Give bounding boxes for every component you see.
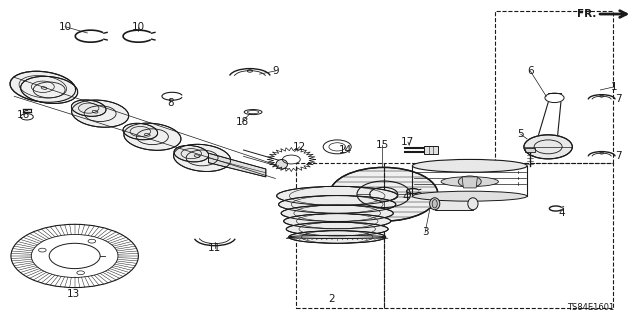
Text: TS84E1601: TS84E1601 bbox=[567, 303, 614, 312]
Text: FR.: FR. bbox=[577, 9, 596, 19]
Text: 6: 6 bbox=[527, 66, 534, 76]
Ellipse shape bbox=[276, 160, 287, 169]
Text: 1: 1 bbox=[611, 82, 618, 92]
Ellipse shape bbox=[124, 123, 181, 150]
Text: 18: 18 bbox=[236, 116, 249, 127]
Text: 4: 4 bbox=[559, 208, 566, 218]
Ellipse shape bbox=[412, 160, 527, 172]
Ellipse shape bbox=[71, 100, 106, 116]
Text: 2: 2 bbox=[328, 293, 335, 304]
Circle shape bbox=[330, 167, 438, 221]
Polygon shape bbox=[435, 198, 473, 210]
Ellipse shape bbox=[173, 144, 230, 172]
Text: 12: 12 bbox=[293, 142, 306, 152]
Ellipse shape bbox=[281, 205, 394, 221]
Polygon shape bbox=[424, 146, 438, 154]
Text: 9: 9 bbox=[272, 66, 278, 76]
Text: 16: 16 bbox=[17, 110, 30, 120]
Text: 7: 7 bbox=[615, 94, 621, 104]
Ellipse shape bbox=[289, 235, 386, 239]
Ellipse shape bbox=[284, 214, 391, 229]
Ellipse shape bbox=[278, 196, 396, 213]
Ellipse shape bbox=[10, 71, 76, 102]
Text: 15: 15 bbox=[376, 140, 389, 150]
Text: 7: 7 bbox=[615, 151, 621, 161]
Ellipse shape bbox=[468, 198, 478, 210]
Circle shape bbox=[524, 135, 572, 159]
Text: 10: 10 bbox=[132, 22, 145, 32]
Polygon shape bbox=[462, 177, 477, 188]
Text: 13: 13 bbox=[67, 289, 80, 299]
Polygon shape bbox=[525, 148, 536, 152]
Text: 8: 8 bbox=[167, 98, 173, 108]
Text: 10: 10 bbox=[58, 22, 72, 32]
Text: 14: 14 bbox=[339, 145, 352, 155]
Ellipse shape bbox=[429, 198, 440, 210]
Ellipse shape bbox=[441, 177, 499, 187]
Ellipse shape bbox=[289, 231, 386, 243]
Ellipse shape bbox=[20, 76, 77, 104]
Text: 17: 17 bbox=[401, 137, 415, 147]
Ellipse shape bbox=[276, 186, 397, 205]
Ellipse shape bbox=[412, 191, 527, 201]
Text: 5: 5 bbox=[517, 129, 524, 139]
Ellipse shape bbox=[72, 100, 129, 127]
Text: 3: 3 bbox=[422, 227, 428, 237]
Ellipse shape bbox=[432, 200, 437, 208]
Ellipse shape bbox=[174, 145, 209, 162]
Text: 4: 4 bbox=[403, 192, 410, 203]
Polygon shape bbox=[209, 153, 266, 177]
Ellipse shape bbox=[123, 123, 157, 140]
Text: 11: 11 bbox=[208, 243, 221, 253]
Ellipse shape bbox=[286, 222, 388, 236]
Circle shape bbox=[458, 176, 481, 187]
